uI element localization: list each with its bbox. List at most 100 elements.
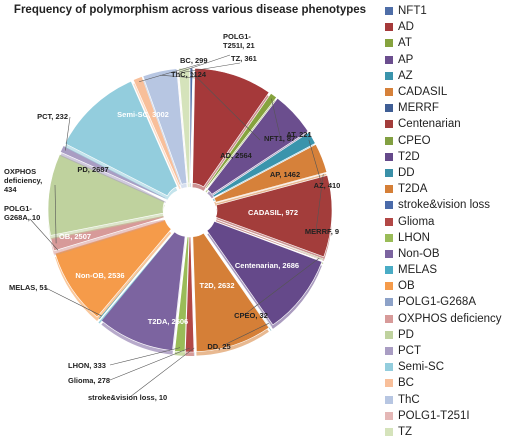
pie-slice-semi-sc bbox=[64, 80, 178, 197]
data-label-non-ob: Non-OB, 2536 bbox=[75, 271, 124, 280]
leader-line bbox=[191, 71, 261, 141]
legend: NFT1 AD AT AP AZ CADASIL MERRF Centenarian CPEO T… bbox=[385, 3, 512, 440]
data-label-polg1-g268a: POLG1-G268A, 10 bbox=[4, 204, 40, 222]
slice-labels: NFT1, 87 AD, 2564 AT, 221 AP, 1462 AZ, 410 CA… bbox=[4, 32, 340, 402]
data-label-az: AZ, 410 bbox=[314, 181, 341, 190]
pie-slice-nft1 bbox=[189, 67, 194, 184]
legend-label: PCT bbox=[398, 345, 421, 358]
leader-lines bbox=[29, 54, 324, 398]
legend-swatch bbox=[385, 168, 393, 177]
data-label-ap: AP, 1462 bbox=[270, 170, 300, 179]
legend-label: AP bbox=[398, 53, 414, 66]
data-label-ob: OB, 2507 bbox=[59, 232, 91, 241]
data-label-melas: MELAS, 51 bbox=[9, 283, 48, 292]
data-label-dd: DD, 25 bbox=[207, 342, 230, 351]
legend-item-az: AZ bbox=[385, 68, 512, 84]
data-label-t2d: T2D, 2632 bbox=[199, 281, 234, 290]
legend-item-melas: MELAS bbox=[385, 262, 512, 278]
leader-line bbox=[138, 63, 201, 83]
leader-line bbox=[43, 286, 102, 317]
legend-label: TZ bbox=[398, 425, 413, 438]
legend-swatch bbox=[385, 136, 393, 145]
legend-item-nft1: NFT1 bbox=[385, 3, 512, 19]
legend-swatch bbox=[385, 249, 393, 258]
legend-swatch bbox=[385, 395, 393, 404]
pie-slice-ad bbox=[192, 68, 270, 188]
data-label-nft1: NFT1, 87 bbox=[264, 134, 295, 143]
legend-item-dd: DD bbox=[385, 165, 512, 181]
legend-item-semi-sc: Semi-SC bbox=[385, 359, 512, 375]
pie-slice-glioma bbox=[185, 236, 195, 353]
legend-label: CADASIL bbox=[398, 86, 448, 99]
pie-slice-ap bbox=[206, 97, 309, 195]
leader-line bbox=[184, 62, 241, 73]
data-label-semi-sc: Semi-SC, 3002 bbox=[117, 110, 169, 119]
legend-label: stroke&vision loss bbox=[398, 199, 491, 212]
legend-label: AT bbox=[398, 37, 412, 50]
pie-slice-depth-oxphos-deficiency bbox=[50, 219, 165, 255]
data-label-pd: PD, 2687 bbox=[77, 165, 108, 174]
pie-slice-tz bbox=[178, 67, 191, 184]
legend-label: T2D bbox=[398, 150, 420, 163]
legend-label: Centenarian bbox=[398, 118, 461, 131]
legend-item-cpeo: CPEO bbox=[385, 133, 512, 149]
data-label-bc: BC, 299 bbox=[180, 56, 208, 65]
legend-label: ThC bbox=[398, 393, 420, 406]
legend-label: CPEO bbox=[398, 134, 431, 147]
legend-swatch bbox=[385, 201, 393, 210]
legend-label: Glioma bbox=[398, 215, 435, 228]
legend-label: MERRF bbox=[398, 102, 439, 115]
legend-label: PD bbox=[398, 328, 414, 341]
legend-label: MELAS bbox=[398, 264, 437, 277]
leader-line bbox=[178, 54, 231, 73]
legend-item-tz: TZ bbox=[385, 424, 512, 440]
legend-label: Non-OB bbox=[398, 247, 440, 260]
leader-line bbox=[243, 257, 320, 316]
legend-swatch bbox=[385, 39, 393, 48]
pie-chart: NFT1, 87 AD, 2564 AT, 221 AP, 1462 AZ, 410 CA… bbox=[4, 32, 340, 402]
pie-slice-depth-polg1-g268a bbox=[54, 221, 165, 256]
legend-swatch bbox=[385, 314, 393, 323]
data-label-ad: AD, 2564 bbox=[220, 151, 253, 160]
legend-item-merrf: MERRF bbox=[385, 100, 512, 116]
leader-line bbox=[129, 347, 195, 398]
legend-swatch bbox=[385, 298, 393, 307]
pie-slice-t2da bbox=[192, 232, 270, 352]
pie-slice-cadasil bbox=[213, 143, 328, 203]
legend-swatch bbox=[385, 71, 393, 80]
data-label-cpeo: CPEO, 32 bbox=[234, 311, 268, 320]
legend-item-non-ob: Non-OB bbox=[385, 246, 512, 262]
legend-item-glioma: Glioma bbox=[385, 213, 512, 229]
legend-item-cadasil: CADASIL bbox=[385, 84, 512, 100]
legend-swatch bbox=[385, 23, 393, 32]
data-label-lhon: LHON, 333 bbox=[68, 361, 106, 370]
legend-swatch bbox=[385, 120, 393, 129]
data-label-tz: TZ, 361 bbox=[231, 54, 257, 63]
legend-item-centenarian: Centenarian bbox=[385, 116, 512, 132]
pie-slice-centenarian bbox=[215, 174, 333, 258]
leader-line bbox=[221, 323, 269, 347]
legend-item-t2da: T2DA bbox=[385, 181, 512, 197]
legend-item-polg1-g268a: POLG1-G268A bbox=[385, 294, 512, 310]
pie-slice-at bbox=[205, 92, 277, 189]
legend-swatch bbox=[385, 282, 393, 291]
legend-label: DD bbox=[398, 166, 415, 179]
legend-item-pd: PD bbox=[385, 327, 512, 343]
leader-line bbox=[29, 218, 59, 251]
data-label-glioma: Glioma, 278 bbox=[68, 376, 110, 385]
leader-line bbox=[160, 74, 196, 79]
data-label-centenarian: Centenarian, 2686 bbox=[235, 261, 299, 270]
chart-title: Frequency of polymorphism across various… bbox=[13, 4, 367, 16]
legend-item-lhon: LHON bbox=[385, 230, 512, 246]
legend-item-thc: ThC bbox=[385, 392, 512, 408]
legend-item-ap: AP bbox=[385, 52, 512, 68]
legend-item-polg1-t251i: POLG1-T251I bbox=[385, 408, 512, 424]
legend-swatch bbox=[385, 330, 393, 339]
legend-swatch bbox=[385, 427, 393, 436]
legend-swatch bbox=[385, 233, 393, 242]
legend-swatch bbox=[385, 88, 393, 97]
data-label-merrf: MERRF, 9 bbox=[305, 227, 339, 236]
pie-slice-non-ob bbox=[100, 231, 186, 351]
leader-line bbox=[271, 98, 281, 137]
legend-item-ob: OB bbox=[385, 278, 512, 294]
